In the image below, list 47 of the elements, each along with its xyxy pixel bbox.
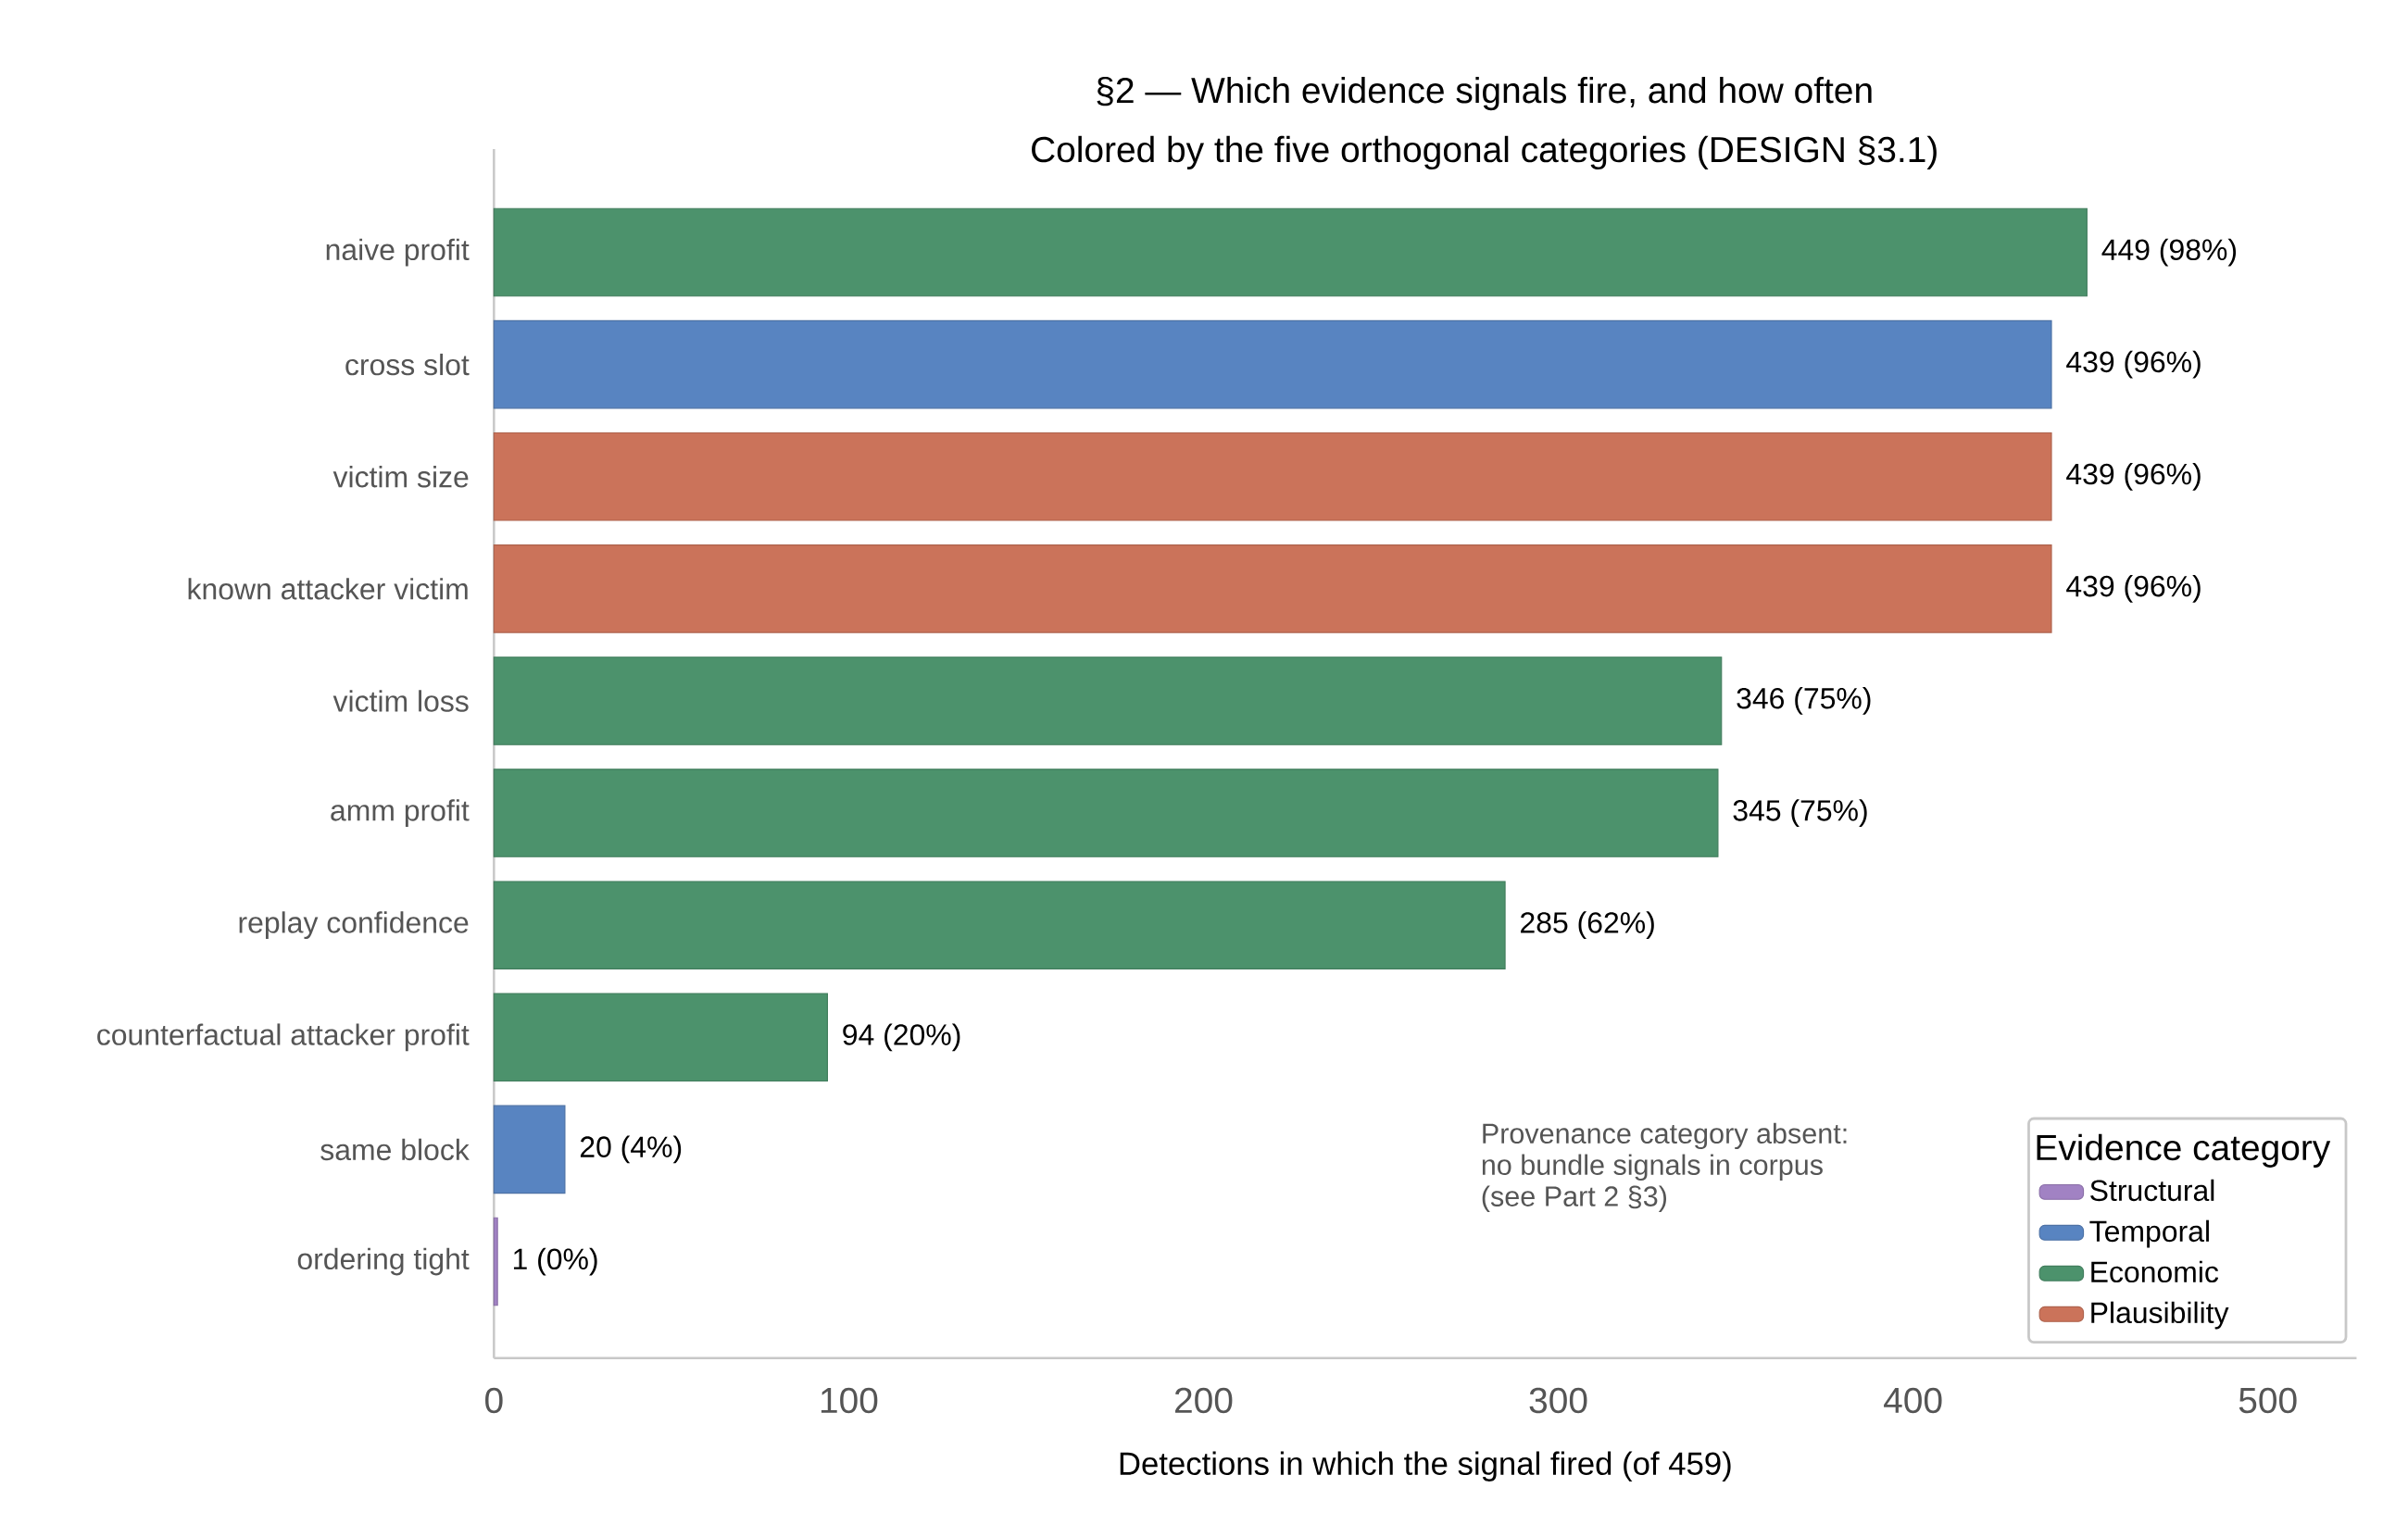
bar (493, 1105, 566, 1194)
bar (493, 319, 2052, 409)
x-axis-title: Detections in which the signal fired (of 459) (1120, 1451, 1731, 1481)
bar (493, 993, 828, 1081)
bar (493, 656, 1723, 745)
annotation: no bundle signals in corpus (1482, 1154, 1823, 1181)
x-tick-label: 300 (1529, 1387, 1587, 1414)
bar (493, 1217, 498, 1306)
data-label: 94 (20%) (843, 1023, 960, 1052)
y-tick-label: ordering tight (297, 1247, 470, 1276)
legend-label: Temporal (2089, 1219, 2209, 1248)
data-label: 449 (98%) (2101, 238, 2237, 267)
x-tick-label: 100 (821, 1387, 878, 1414)
legend-label: Plausibility (2091, 1301, 2229, 1330)
y-tick-label: amm profit (331, 799, 470, 827)
y-tick-label: replay confidence (239, 911, 469, 939)
y-tick-label: same block (320, 1138, 470, 1161)
legend-title: Evidence category (2037, 1133, 2331, 1168)
x-tick-label: 500 (2239, 1387, 2297, 1414)
y-tick-label: victim loss (332, 690, 469, 712)
x-tick-label: 0 (485, 1387, 503, 1414)
y-tick-label: known attacker victim (188, 578, 468, 600)
chart-subtitle: Colored by the five orthogonal categories (DESIGN §3.1) (1032, 135, 1937, 169)
data-label: 1 (0%) (513, 1247, 597, 1276)
bar (493, 431, 2052, 521)
data-label: 346 (75%) (1737, 687, 1871, 715)
bar (493, 544, 2052, 633)
bar (493, 207, 2088, 297)
chart-title: §2 — Which evidence signals fire, and how often (1097, 76, 1872, 111)
bar (493, 881, 1506, 969)
data-label: 439 (96%) (2066, 462, 2201, 491)
y-tick-label: victim size (332, 465, 469, 488)
bar (493, 769, 1719, 857)
x-tick-label: 200 (1175, 1387, 1233, 1414)
data-label: 20 (4%) (580, 1135, 682, 1164)
data-label: 345 (75%) (1733, 799, 1867, 827)
y-tick-label: cross slot (345, 353, 470, 376)
data-label: 439 (96%) (2066, 574, 2201, 603)
legend-label: Economic (2091, 1260, 2219, 1283)
annotation: Provenance category absent: (1483, 1122, 1847, 1149)
data-label: 439 (96%) (2066, 350, 2201, 379)
x-tick-label: 400 (1884, 1387, 1942, 1414)
legend-label: Structural (2090, 1179, 2214, 1202)
y-tick-label: naive profit (326, 238, 470, 267)
data-label: 285 (62%) (1521, 911, 1654, 939)
annotation: (see Part 2 §3) (1482, 1185, 1666, 1212)
y-tick-label: counterfactual attacker profit (97, 1023, 470, 1052)
